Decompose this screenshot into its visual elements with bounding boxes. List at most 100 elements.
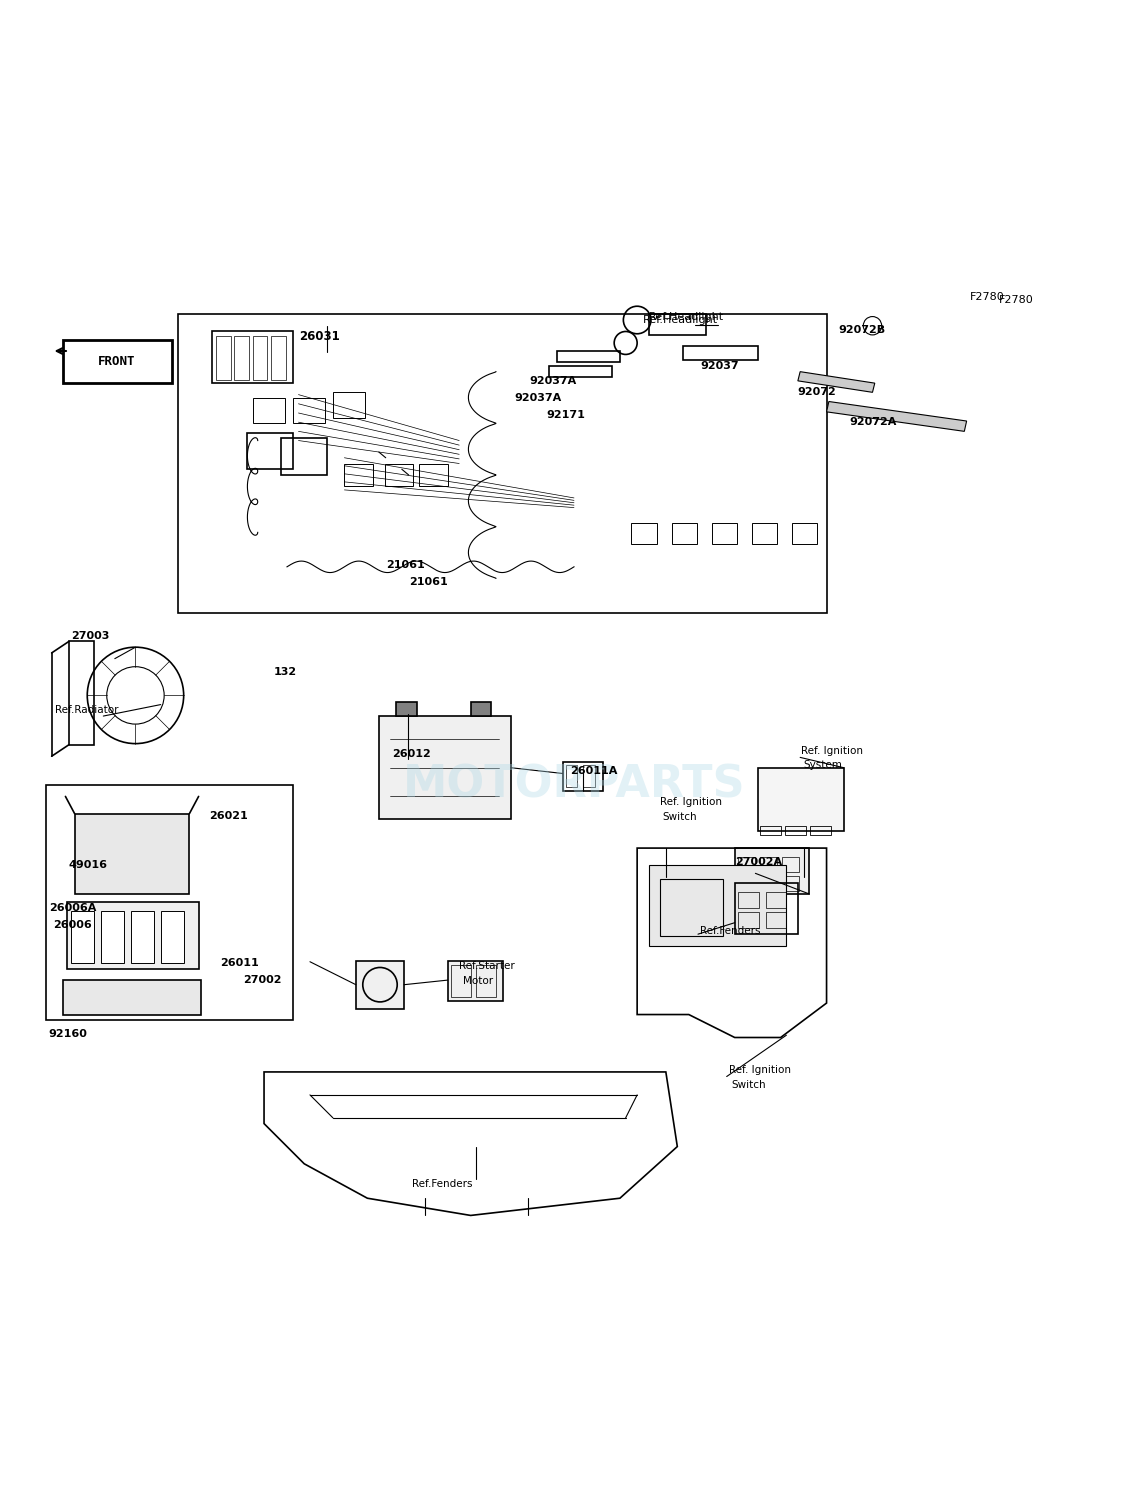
Bar bbox=[63, 980, 201, 1015]
Bar bbox=[212, 332, 293, 383]
Text: Ref. Ignition: Ref. Ignition bbox=[729, 1064, 791, 1075]
Bar bbox=[271, 336, 286, 380]
Bar bbox=[738, 892, 759, 908]
Bar bbox=[46, 785, 293, 1021]
Bar bbox=[735, 848, 809, 895]
Bar bbox=[760, 826, 781, 836]
Text: MOTORPARTS: MOTORPARTS bbox=[403, 764, 745, 806]
Text: 92072: 92072 bbox=[798, 387, 837, 398]
Bar bbox=[649, 865, 786, 946]
Bar bbox=[75, 814, 189, 895]
Bar bbox=[758, 767, 844, 832]
Bar bbox=[63, 339, 172, 383]
Text: 92072B: 92072B bbox=[838, 326, 885, 335]
Bar bbox=[161, 911, 184, 962]
Text: 26011: 26011 bbox=[220, 958, 259, 968]
Bar bbox=[344, 464, 373, 486]
Text: 92037: 92037 bbox=[700, 360, 739, 371]
Bar bbox=[101, 911, 124, 962]
Bar bbox=[738, 875, 755, 890]
Text: Ref.Fenders: Ref.Fenders bbox=[412, 1180, 472, 1189]
Bar bbox=[216, 336, 231, 380]
Bar bbox=[396, 702, 417, 716]
Text: 27002A: 27002A bbox=[735, 857, 782, 868]
Text: 132: 132 bbox=[273, 668, 296, 677]
Text: Ref. Ignition: Ref. Ignition bbox=[801, 746, 863, 755]
Bar bbox=[785, 826, 806, 836]
Bar bbox=[471, 702, 491, 716]
Polygon shape bbox=[798, 372, 875, 392]
Text: 26012: 26012 bbox=[393, 749, 432, 760]
Bar bbox=[333, 392, 365, 417]
Text: Switch: Switch bbox=[662, 812, 697, 823]
Text: Ref.Fenders: Ref.Fenders bbox=[700, 926, 761, 935]
Text: Ref.Starter: Ref.Starter bbox=[459, 961, 515, 971]
Polygon shape bbox=[827, 401, 967, 431]
Text: 21061: 21061 bbox=[409, 576, 448, 587]
Text: 21061: 21061 bbox=[386, 560, 425, 569]
Text: 27002: 27002 bbox=[243, 976, 282, 985]
Text: 92037A: 92037A bbox=[514, 393, 561, 404]
Bar bbox=[738, 913, 759, 929]
Bar bbox=[631, 524, 657, 543]
Bar bbox=[557, 351, 620, 362]
Bar bbox=[549, 366, 612, 377]
Bar bbox=[253, 398, 285, 423]
Text: F2780: F2780 bbox=[999, 296, 1033, 306]
Bar bbox=[712, 524, 737, 543]
Text: Motor: Motor bbox=[463, 976, 492, 986]
Bar bbox=[660, 880, 723, 937]
Text: Ref.Radiator: Ref.Radiator bbox=[55, 705, 118, 716]
Bar bbox=[792, 524, 817, 543]
Bar bbox=[253, 336, 267, 380]
Bar bbox=[563, 763, 603, 791]
Text: F2780: F2780 bbox=[970, 293, 1004, 302]
Text: 26011A: 26011A bbox=[571, 766, 618, 776]
Bar bbox=[448, 961, 503, 1001]
Bar bbox=[356, 961, 404, 1009]
Bar bbox=[683, 347, 758, 360]
Bar bbox=[293, 398, 325, 423]
Bar bbox=[810, 826, 831, 836]
Bar bbox=[566, 766, 577, 787]
Bar bbox=[476, 965, 496, 997]
Bar bbox=[583, 766, 595, 787]
Bar bbox=[782, 875, 799, 890]
Bar bbox=[234, 336, 249, 380]
Text: 92160: 92160 bbox=[48, 1030, 87, 1039]
Bar bbox=[131, 911, 154, 962]
Bar bbox=[735, 883, 798, 934]
Text: Switch: Switch bbox=[731, 1079, 766, 1090]
Bar bbox=[71, 911, 94, 962]
Bar bbox=[379, 716, 511, 820]
Bar bbox=[281, 438, 327, 474]
Text: 26006A: 26006A bbox=[49, 902, 96, 913]
Text: 26006: 26006 bbox=[53, 920, 92, 931]
Text: Ref.Headlight: Ref.Headlight bbox=[643, 315, 718, 326]
Bar bbox=[419, 464, 448, 486]
Text: Ref. Ignition: Ref. Ignition bbox=[660, 797, 722, 808]
Text: System: System bbox=[804, 761, 843, 770]
Text: 26031: 26031 bbox=[298, 330, 340, 342]
Bar bbox=[649, 314, 706, 335]
Bar bbox=[385, 464, 413, 486]
Bar bbox=[782, 857, 799, 872]
Text: 92037A: 92037A bbox=[529, 375, 576, 386]
Text: 27003: 27003 bbox=[71, 630, 109, 641]
Text: 92072A: 92072A bbox=[850, 417, 897, 428]
Bar bbox=[766, 913, 786, 929]
Bar bbox=[738, 857, 755, 872]
Bar bbox=[69, 641, 94, 744]
Text: 92171: 92171 bbox=[546, 410, 585, 420]
Bar bbox=[672, 524, 697, 543]
Text: Ref.Headlight: Ref.Headlight bbox=[649, 312, 723, 321]
Bar bbox=[247, 432, 293, 470]
Bar bbox=[451, 965, 471, 997]
Text: 49016: 49016 bbox=[69, 860, 108, 871]
Bar bbox=[752, 524, 777, 543]
Bar bbox=[760, 857, 777, 872]
Bar bbox=[67, 902, 199, 968]
Text: FRONT: FRONT bbox=[99, 354, 135, 368]
Text: 26021: 26021 bbox=[209, 811, 248, 821]
Bar bbox=[760, 875, 777, 890]
